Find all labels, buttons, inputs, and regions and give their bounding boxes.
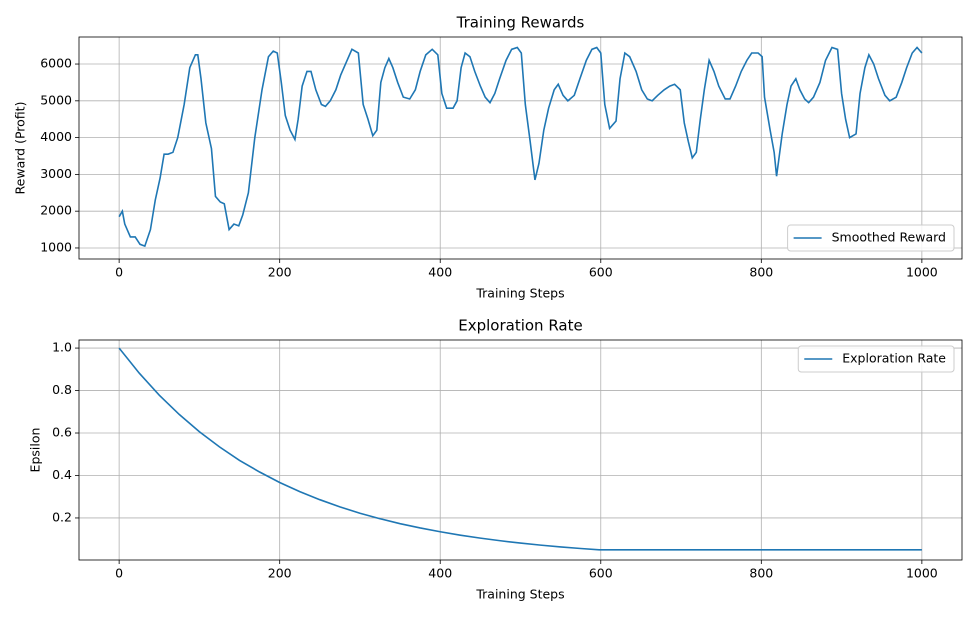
line-series [118,347,922,551]
y-axis-label: Reward (Profit) [13,102,28,195]
x-tick-label: 600 [589,265,613,280]
y-tick-label: 4000 [40,129,72,144]
y-tick-label: 0.6 [52,425,72,440]
legend-box [787,224,955,252]
plot-frame [78,339,963,561]
x-tick-label: 0 [115,265,123,280]
y-tick-label: 6000 [40,56,72,71]
legend: Smoothed Reward [787,224,955,252]
x-tick-label: 800 [749,265,773,280]
x-tick-label: 400 [428,265,452,280]
x-tick-label: 600 [589,566,613,581]
y-tick-label: 0.4 [52,467,72,482]
chart-title: Training Rewards [456,14,585,32]
x-axis-label: Training Steps [475,286,564,301]
y-tick-label: 0.8 [52,382,72,397]
legend-label: Smoothed Reward [832,230,946,245]
y-tick-label: 1.0 [52,340,72,355]
x-tick-label: 200 [268,265,292,280]
y-tick-label: 5000 [40,92,72,107]
x-tick-label: 200 [268,566,292,581]
y-tick-label: 1000 [40,239,72,254]
legend-label: Exploration Rate [842,351,946,366]
y-axis-label: Epsilon [28,428,43,473]
x-axis-label: Training Steps [475,587,564,602]
plot-frame [78,36,963,260]
x-tick-label: 1000 [906,566,938,581]
y-tick-label: 0.2 [52,509,72,524]
x-tick-label: 0 [115,566,123,581]
legend-box [797,345,955,373]
y-tick-label: 3000 [40,166,72,181]
chart-title: Exploration Rate [458,317,582,335]
x-tick-label: 800 [749,566,773,581]
y-tick-label: 2000 [40,203,72,218]
legend: Exploration Rate [797,345,955,373]
x-tick-label: 400 [428,566,452,581]
x-tick-label: 1000 [906,265,938,280]
line-series [118,46,923,248]
